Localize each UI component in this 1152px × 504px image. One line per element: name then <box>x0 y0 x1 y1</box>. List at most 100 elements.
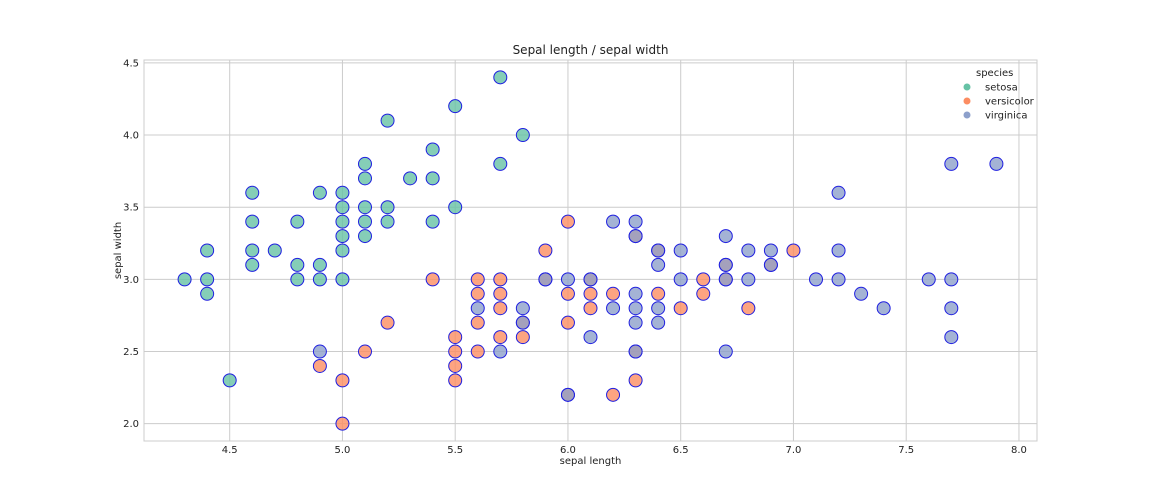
setosa-point <box>290 272 305 287</box>
versicolor-point <box>493 286 508 301</box>
versicolor-point <box>673 301 688 316</box>
virginica-point <box>673 272 688 287</box>
virginica-point <box>831 185 846 200</box>
virginica-point <box>628 344 643 359</box>
virginica-point <box>809 272 824 287</box>
setosa-point <box>493 156 508 171</box>
setosa-point <box>312 272 327 287</box>
x-tick-label: 8.0 <box>1011 445 1027 456</box>
versicolor-point <box>312 358 327 373</box>
virginica-point <box>515 301 530 316</box>
setosa-point <box>357 200 372 215</box>
versicolor-point <box>425 272 440 287</box>
legend-marker-versicolor <box>963 97 971 105</box>
versicolor-point <box>628 373 643 388</box>
setosa-point <box>335 200 350 215</box>
virginica-point <box>831 243 846 258</box>
x-axis-label: sepal length <box>560 456 622 467</box>
setosa-point <box>357 229 372 244</box>
setosa-point <box>357 156 372 171</box>
legend-label-virginica: virginica <box>985 111 1028 122</box>
legend-title: species <box>976 68 1013 79</box>
virginica-point <box>628 301 643 316</box>
virginica-point <box>606 214 621 229</box>
virginica-point <box>560 387 575 402</box>
setosa-point <box>177 272 192 287</box>
virginica-point <box>763 257 778 272</box>
virginica-point <box>560 272 575 287</box>
versicolor-point <box>470 286 485 301</box>
setosa-point <box>335 243 350 258</box>
versicolor-point <box>448 358 463 373</box>
setosa-point <box>200 272 215 287</box>
virginica-point <box>651 301 666 316</box>
plot-frame <box>143 59 1038 442</box>
virginica-point <box>493 344 508 359</box>
versicolor-point <box>470 315 485 330</box>
virginica-point <box>515 315 530 330</box>
setosa-point <box>290 214 305 229</box>
versicolor-point <box>696 286 711 301</box>
virginica-point <box>921 272 936 287</box>
versicolor-point <box>380 315 395 330</box>
virginica-point <box>718 272 733 287</box>
versicolor-point <box>493 272 508 287</box>
setosa-point <box>357 171 372 186</box>
virginica-point <box>763 243 778 258</box>
y-tick-label: 4.5 <box>123 58 139 69</box>
virginica-point <box>312 344 327 359</box>
virginica-point <box>651 257 666 272</box>
versicolor-point <box>335 373 350 388</box>
versicolor-point <box>583 301 598 316</box>
virginica-point <box>628 229 643 244</box>
versicolor-point <box>448 344 463 359</box>
versicolor-point <box>448 373 463 388</box>
versicolor-point <box>651 286 666 301</box>
setosa-point <box>380 200 395 215</box>
versicolor-point <box>515 330 530 345</box>
virginica-point <box>741 272 756 287</box>
setosa-point <box>312 257 327 272</box>
setosa-point <box>425 142 440 157</box>
y-tick-label: 4.0 <box>123 131 139 142</box>
versicolor-point <box>560 214 575 229</box>
virginica-point <box>741 243 756 258</box>
virginica-point <box>538 272 553 287</box>
versicolor-point <box>696 272 711 287</box>
x-tick-label: 4.5 <box>222 445 238 456</box>
legend: species setosa versicolor virginica <box>963 68 1035 122</box>
versicolor-point <box>493 330 508 345</box>
virginica-point <box>944 156 959 171</box>
virginica-point <box>583 330 598 345</box>
setosa-point <box>267 243 282 258</box>
virginica-point <box>854 286 869 301</box>
setosa-point <box>312 185 327 200</box>
setosa-point <box>335 229 350 244</box>
versicolor-point <box>357 344 372 359</box>
virginica-point <box>628 286 643 301</box>
setosa-point <box>403 171 418 186</box>
setosa-point <box>448 99 463 114</box>
y-tick-label: 2.5 <box>123 347 139 358</box>
versicolor-point <box>560 286 575 301</box>
versicolor-point <box>448 330 463 345</box>
virginica-point <box>470 301 485 316</box>
setosa-point <box>335 185 350 200</box>
versicolor-point <box>335 416 350 431</box>
setosa-point <box>245 257 260 272</box>
virginica-point <box>989 156 1004 171</box>
legend-marker-virginica <box>963 111 971 119</box>
versicolor-point <box>606 387 621 402</box>
data-points <box>177 70 1004 431</box>
virginica-point <box>651 243 666 258</box>
setosa-point <box>380 214 395 229</box>
versicolor-point <box>560 315 575 330</box>
setosa-point <box>200 243 215 258</box>
x-tick-label: 6.0 <box>560 445 576 456</box>
virginica-point <box>628 214 643 229</box>
virginica-point <box>718 229 733 244</box>
setosa-point <box>335 272 350 287</box>
virginica-point <box>876 301 891 316</box>
x-tick-label: 6.5 <box>673 445 689 456</box>
